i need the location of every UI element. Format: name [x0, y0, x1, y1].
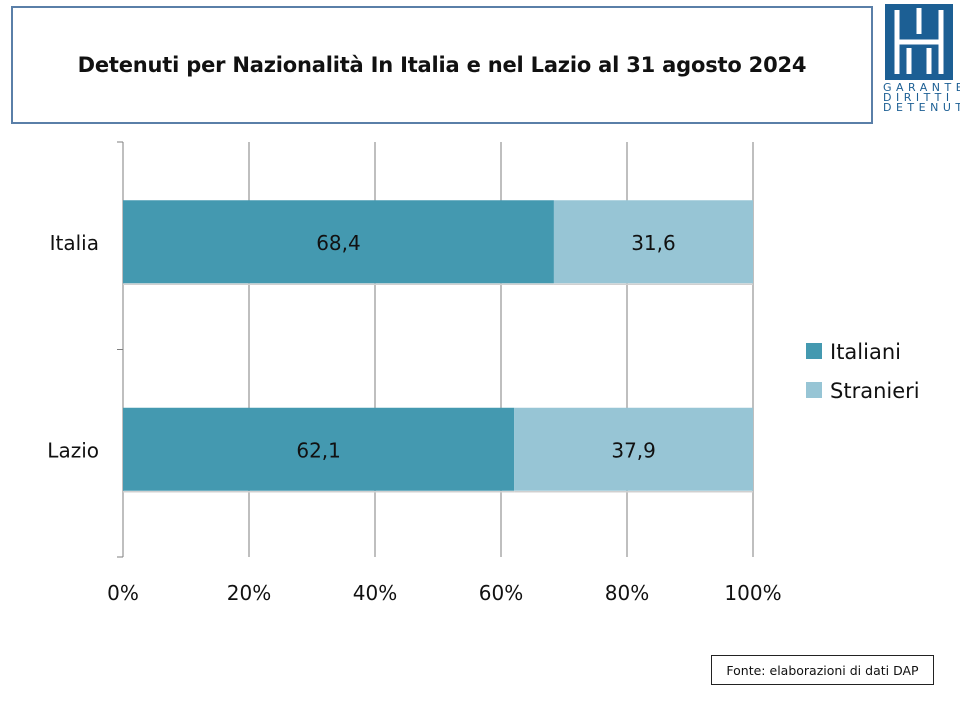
x-tick-label: 20%	[227, 581, 271, 605]
x-tick-label: 0%	[107, 581, 139, 605]
title-box: Detenuti per Nazionalità In Italia e nel…	[11, 6, 873, 124]
legend-label: Stranieri	[830, 379, 920, 403]
legend-swatch	[806, 382, 822, 398]
legend-swatch	[806, 343, 822, 359]
chart-title: Detenuti per Nazionalità In Italia e nel…	[77, 53, 807, 77]
x-tick-label: 60%	[479, 581, 523, 605]
logo-line-3: DETENUTI	[883, 101, 960, 114]
logo-mark-icon	[885, 4, 953, 80]
data-label: 31,6	[631, 231, 676, 255]
data-label: 68,4	[316, 231, 361, 255]
category-label: Italia	[50, 231, 99, 255]
x-tick-label: 80%	[605, 581, 649, 605]
bar-segment	[553, 200, 753, 284]
legend-label: Italiani	[830, 340, 901, 364]
bar-segment	[514, 407, 753, 491]
garante-logo: GARANTE DIRITTI DETENUTI	[883, 4, 960, 114]
bar-segment	[123, 407, 515, 491]
logo-line-1: GARANTE	[883, 81, 960, 94]
data-label: 62,1	[296, 438, 341, 462]
x-tick-label: 100%	[724, 581, 781, 605]
x-tick-label: 40%	[353, 581, 397, 605]
category-label: Lazio	[47, 438, 99, 462]
stacked-bar-chart: 0% 20% 40% 60% 80% 100% Italia 68,4 31,6 Lazio 62,…	[47, 141, 920, 605]
bar-segment	[123, 200, 554, 284]
source-note: Fonte: elaborazioni di dati DAP	[711, 655, 934, 685]
logo-line-2: DIRITTI	[883, 91, 954, 104]
data-label: 37,9	[611, 438, 656, 462]
